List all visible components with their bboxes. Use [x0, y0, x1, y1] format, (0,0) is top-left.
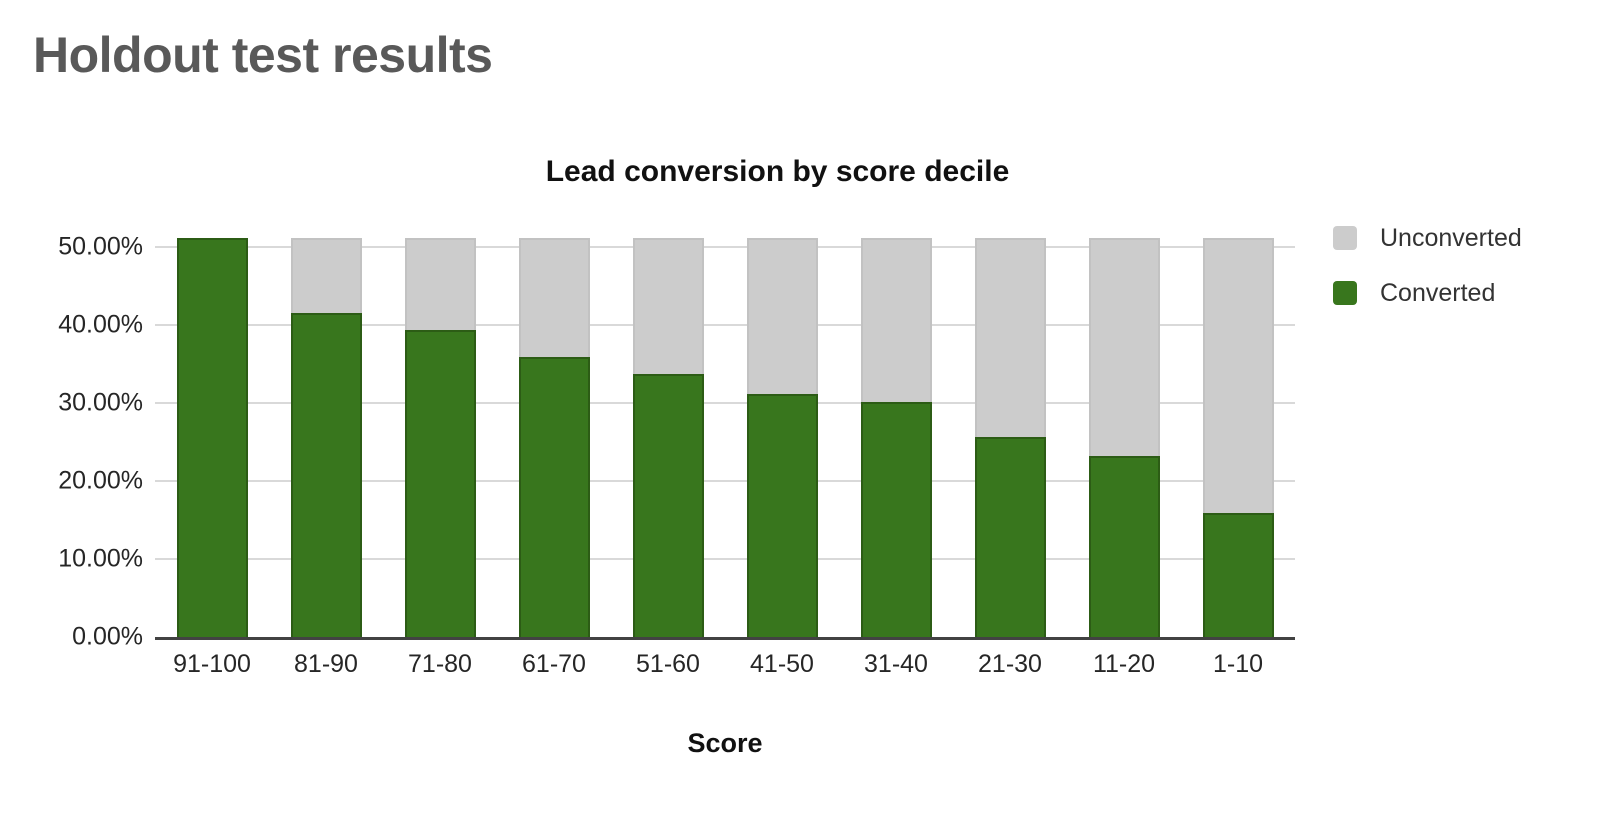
bar-segment-converted [632, 374, 704, 637]
y-tick-label: 50.00% [58, 232, 143, 261]
page-title: Holdout test results [33, 27, 493, 83]
bar-segment-unconverted [518, 238, 590, 357]
plot-area [155, 207, 1295, 640]
bar-segment-converted [860, 402, 932, 637]
legend-item-converted: Converted [1333, 278, 1522, 307]
bar-segment-converted [1202, 512, 1274, 637]
bar-column-41-50 [725, 207, 839, 637]
x-tick-label: 21-30 [978, 650, 1042, 678]
stacked-bar [518, 238, 590, 637]
gridline [155, 246, 1295, 248]
bar-segment-unconverted [632, 238, 704, 375]
x-tick-label: 11-20 [1092, 650, 1156, 678]
legend-label: Unconverted [1380, 223, 1522, 252]
x-tick-label: 61-70 [522, 650, 586, 678]
stacked-bar [290, 238, 362, 637]
bar-column-51-60 [611, 207, 725, 637]
stacked-bar [860, 238, 932, 637]
bar-column-11-20 [1067, 207, 1181, 637]
x-axis-title: Score [687, 728, 763, 758]
x-tick-label: 1-10 [1212, 650, 1264, 678]
y-axis: 0.00% 10.00% 20.00% 30.00% 40.00% 50.00% [20, 207, 143, 649]
chart-legend: Unconverted Converted [1333, 223, 1522, 336]
bar-column-21-30 [953, 207, 1067, 637]
bar-column-71-80 [383, 207, 497, 637]
legend-item-unconverted: Unconverted [1333, 223, 1522, 252]
stacked-bar [1202, 238, 1274, 637]
legend-swatch-unconverted [1333, 226, 1357, 250]
stacked-bar [632, 238, 704, 637]
stacked-bar [404, 238, 476, 637]
y-tick-label: 0.00% [72, 622, 143, 651]
stacked-bar [176, 238, 248, 637]
y-tick-label: 30.00% [58, 388, 143, 417]
stacked-bar [974, 238, 1046, 637]
bar-segment-converted [290, 313, 362, 637]
bar-column-1-10 [1181, 207, 1295, 637]
bar-segment-unconverted [290, 238, 362, 314]
bar-segment-converted [746, 393, 818, 637]
y-tick-label: 10.00% [58, 544, 143, 573]
y-tick-label: 20.00% [58, 466, 143, 495]
x-tick-label: 51-60 [636, 650, 700, 678]
x-axis: 91-100 81-90 71-80 61-70 51-60 41-50 31-40 21-3… [155, 650, 1295, 679]
bar-segment-unconverted [974, 238, 1046, 437]
bar-column-31-40 [839, 207, 953, 637]
bar-column-61-70 [497, 207, 611, 637]
bar-segment-converted [404, 330, 476, 637]
gridline [155, 324, 1295, 326]
bar-segment-unconverted [1088, 238, 1160, 457]
x-tick-label: 41-50 [750, 650, 814, 678]
bars-container [155, 207, 1295, 637]
stacked-bar [746, 238, 818, 637]
gridline [155, 402, 1295, 404]
bar-segment-converted [518, 356, 590, 637]
bar-segment-unconverted [746, 238, 818, 394]
y-tick-label: 40.00% [58, 310, 143, 339]
stacked-bar [1088, 238, 1160, 637]
x-tick-label: 31-40 [864, 650, 928, 678]
bar-segment-unconverted [1202, 238, 1274, 513]
gridline [155, 480, 1295, 482]
legend-swatch-converted [1333, 281, 1357, 305]
legend-label: Converted [1380, 278, 1496, 307]
bar-segment-converted [1088, 456, 1160, 637]
x-tick-label: 91-100 [173, 650, 251, 678]
x-tick-label: 81-90 [294, 650, 358, 678]
bar-segment-unconverted [860, 238, 932, 403]
gridline [155, 558, 1295, 560]
bar-column-81-90 [269, 207, 383, 637]
bar-segment-converted [974, 436, 1046, 637]
chart-title: Lead conversion by score decile [545, 155, 1010, 188]
bar-segment-converted [176, 238, 248, 637]
bar-column-91-100 [155, 207, 269, 637]
x-tick-label: 71-80 [408, 650, 472, 678]
bar-segment-unconverted [404, 238, 476, 331]
